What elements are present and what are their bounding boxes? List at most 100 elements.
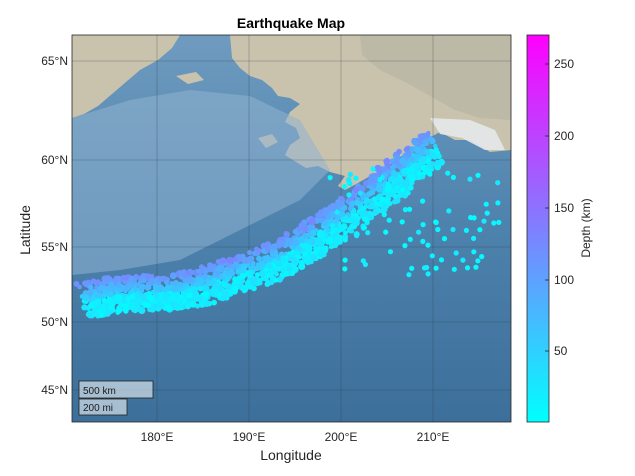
- earthquake-point: [272, 258, 278, 264]
- earthquake-point: [333, 235, 340, 242]
- earthquake-point: [383, 157, 391, 165]
- earthquake-point: [186, 292, 193, 299]
- earthquake-point: [411, 138, 419, 146]
- earthquake-point: [103, 278, 110, 285]
- earthquake-point: [194, 277, 200, 283]
- earthquake-point: [91, 307, 98, 314]
- map-area[interactable]: [72, 35, 511, 422]
- earthquake-point: [406, 272, 412, 278]
- earthquake-point: [232, 261, 240, 269]
- earthquake-point: [303, 257, 311, 264]
- earthquake-point: [361, 225, 367, 231]
- earthquake-point: [399, 157, 406, 165]
- earthquake-point: [450, 174, 456, 180]
- earthquake-point: [213, 288, 220, 294]
- earthquake-point: [326, 237, 334, 245]
- earthquake-point: [169, 272, 177, 280]
- colorbar-tick-label: 50: [554, 344, 568, 358]
- earthquake-point: [197, 285, 204, 292]
- earthquake-point: [407, 206, 413, 212]
- earthquake-point: [391, 177, 398, 185]
- earthquake-point: [376, 184, 384, 192]
- earthquake-point: [422, 169, 428, 175]
- earthquake-point: [269, 280, 275, 286]
- x-tick-label: 180°E: [141, 430, 174, 444]
- earthquake-point: [432, 143, 438, 149]
- colorbar-gradient: [526, 34, 550, 423]
- earthquake-point: [453, 250, 459, 256]
- earthquake-point: [334, 209, 340, 215]
- earthquake-point: [265, 273, 271, 279]
- earthquake-point: [316, 231, 324, 239]
- earthquake-point: [247, 270, 254, 276]
- earthquake-point: [346, 217, 354, 224]
- earthquake-point: [396, 148, 402, 155]
- x-tick-label: 210°E: [417, 430, 450, 444]
- earthquake-point: [326, 227, 331, 233]
- y-tick-label: 50°N: [41, 315, 68, 329]
- earthquake-point: [309, 218, 316, 226]
- earthquake-point: [235, 278, 241, 285]
- earthquake-point: [381, 206, 388, 213]
- earthquake-point: [354, 233, 360, 239]
- earthquake-point: [295, 231, 300, 237]
- earthquake-point: [481, 218, 487, 224]
- earthquake-point: [291, 239, 299, 247]
- earthquake-point: [450, 226, 456, 233]
- earthquake-point: [202, 269, 208, 275]
- earthquake-point: [165, 284, 171, 290]
- earthquake-point: [407, 184, 414, 191]
- earthquake-point: [360, 258, 366, 264]
- earthquake-point: [199, 265, 205, 271]
- earthquake-point: [82, 280, 88, 287]
- earthquake-point: [98, 312, 105, 319]
- earthquake-points: [73, 130, 502, 319]
- earthquake-point: [420, 174, 426, 180]
- earthquake-point: [393, 155, 399, 160]
- earthquake-point: [196, 268, 202, 274]
- earthquake-point: [383, 229, 389, 235]
- earthquake-point: [343, 215, 349, 221]
- earthquake-point: [495, 180, 501, 186]
- earthquake-point: [438, 257, 445, 263]
- earthquake-point: [353, 175, 359, 181]
- earthquake-point: [347, 171, 353, 177]
- earthquake-point: [251, 250, 258, 256]
- earthquake-point: [420, 198, 426, 204]
- x-tick-label: 190°E: [233, 430, 266, 444]
- earthquake-point: [192, 294, 200, 302]
- earthquake-point: [441, 236, 448, 242]
- earthquake-point: [140, 277, 147, 284]
- earthquake-point: [354, 200, 360, 206]
- earthquake-point: [380, 196, 386, 202]
- earthquake-point: [433, 219, 439, 225]
- earthquake-point: [240, 267, 247, 274]
- earthquake-point: [483, 201, 489, 207]
- earthquake-point: [237, 254, 243, 260]
- earthquake-point: [321, 211, 328, 217]
- earthquake-point: [446, 208, 452, 214]
- earthquake-point: [309, 230, 316, 237]
- earthquake-point: [385, 181, 391, 187]
- earthquake-point: [484, 210, 490, 216]
- earthquake-point: [433, 147, 439, 153]
- earthquake-point: [402, 243, 408, 249]
- earthquake-point: [362, 210, 369, 216]
- earthquake-point: [387, 249, 394, 255]
- earthquake-point: [193, 281, 199, 288]
- earthquake-point: [156, 277, 162, 283]
- earthquake-point: [263, 255, 269, 261]
- earthquake-point: [154, 293, 159, 298]
- earthquake-point: [315, 237, 323, 245]
- earthquake-point: [95, 279, 101, 285]
- earthquake-point: [394, 197, 400, 203]
- earthquake-point: [349, 228, 355, 234]
- earthquake-point: [115, 282, 122, 288]
- earthquake-point: [177, 281, 184, 288]
- colorbar-tick-label: 250: [554, 57, 574, 71]
- y-tick-label: 55°N: [41, 240, 68, 254]
- earthquake-point: [385, 163, 391, 169]
- earthquake-point: [369, 204, 375, 210]
- earthquake-point: [287, 266, 293, 271]
- earthquake-point: [352, 219, 360, 227]
